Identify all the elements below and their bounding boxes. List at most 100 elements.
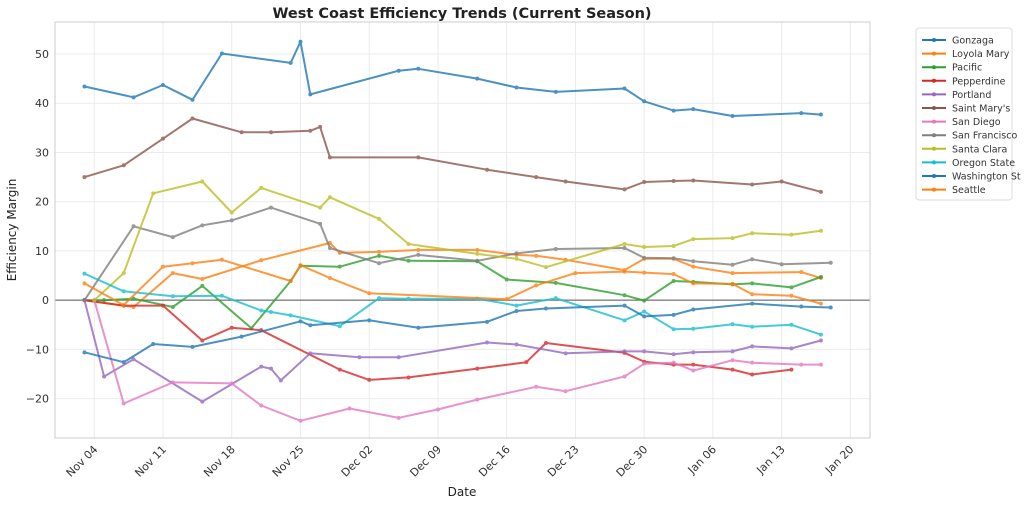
data-point-san-diego [818, 362, 823, 367]
data-point-san-diego [671, 360, 676, 365]
plot-area-frame [54, 21, 871, 439]
data-point-saint-mary-s [327, 155, 332, 160]
data-point-loyola-mary [730, 271, 735, 276]
series-line-washington-st [84, 302, 831, 364]
data-point-san-francisco [730, 262, 735, 267]
legend-marker-saint-mary-s [932, 106, 936, 110]
series-line-san-francisco [83, 206, 831, 301]
x-tick-label: Nov 11 [132, 443, 169, 480]
legend-marker-oregon-state [932, 160, 936, 165]
series-pacific [82, 253, 823, 331]
data-point-saint-mary-s [534, 175, 539, 180]
data-point-washington-st [691, 307, 696, 312]
data-point-san-diego [121, 401, 126, 406]
data-point-pacific [789, 285, 794, 290]
data-point-gonzaga [553, 89, 558, 94]
data-point-saint-mary-s [239, 130, 244, 135]
data-point-santa-clara [730, 236, 735, 241]
data-point-san-diego [730, 358, 735, 363]
x-axis-label: Date [448, 485, 477, 499]
data-point-seattle [219, 257, 224, 262]
data-point-oregon-state [269, 309, 274, 314]
data-point-saint-mary-s [622, 187, 627, 192]
data-point-san-diego [298, 418, 303, 423]
legend-marker-pacific [932, 65, 936, 70]
data-point-san-francisco [691, 259, 696, 264]
data-point-pepperdine [406, 375, 411, 380]
legend-label-washington-st: Washington St [952, 172, 1021, 183]
series-portland [82, 298, 823, 404]
data-point-portland [563, 351, 568, 356]
series-line-saint-mary-s [84, 117, 822, 193]
series-line-pacific [84, 254, 822, 330]
legend-label-san-diego: San Diego [952, 117, 1001, 128]
data-point-oregon-state [219, 293, 224, 298]
legend-label-portland: Portland [952, 90, 991, 101]
data-point-pacific [102, 298, 107, 303]
data-point-saint-mary-s [779, 179, 784, 184]
y-tick-label: 50 [35, 48, 49, 61]
data-point-santa-clara [691, 237, 696, 242]
data-point-santa-clara [671, 244, 676, 248]
data-point-oregon-state [377, 296, 382, 301]
data-point-seattle [121, 303, 126, 308]
data-point-gonzaga [416, 66, 421, 71]
data-point-seattle [691, 281, 696, 286]
grid [55, 22, 870, 438]
data-point-santa-clara [642, 244, 647, 249]
data-point-loyola-mary [259, 258, 264, 263]
data-point-oregon-state [750, 324, 755, 329]
data-point-portland [269, 366, 274, 371]
data-point-oregon-state [671, 327, 676, 332]
data-point-pacific [750, 281, 755, 286]
data-point-gonzaga [298, 39, 303, 44]
legend-marker-seattle [932, 187, 936, 192]
data-point-pacific [377, 253, 382, 258]
data-point-pepperdine [337, 367, 342, 372]
data-point-saint-mary-s [161, 136, 166, 141]
data-point-washington-st [799, 304, 804, 309]
data-point-pepperdine [229, 325, 234, 330]
data-point-portland [642, 349, 647, 354]
series-washington-st [82, 301, 833, 365]
data-point-pacific [671, 278, 676, 283]
data-point-washington-st [514, 308, 519, 313]
data-point-santa-clara [406, 242, 411, 247]
series-san-diego [92, 298, 823, 423]
data-point-seattle [288, 278, 293, 283]
data-point-seattle [367, 291, 372, 296]
x-tick-label: Nov 18 [201, 443, 238, 480]
data-point-santa-clara [92, 298, 97, 303]
data-point-oregon-state [514, 303, 519, 308]
legend-marker-santa-clara [932, 146, 936, 151]
legend-label-gonzaga: Gonzaga [952, 36, 994, 47]
data-point-pacific [642, 298, 647, 303]
data-point-santa-clara [750, 231, 755, 236]
data-point-santa-clara [377, 216, 382, 221]
data-point-santa-clara [475, 251, 480, 256]
data-point-saint-mary-s [563, 179, 568, 184]
series-line-gonzaga [84, 40, 821, 117]
data-point-pacific [553, 280, 558, 285]
x-tick-label: Nov 25 [270, 443, 307, 480]
data-point-santa-clara [229, 210, 234, 215]
data-point-san-francisco [416, 252, 421, 257]
data-point-oregon-state [691, 326, 696, 331]
data-point-gonzaga [799, 111, 804, 116]
data-point-san-francisco [622, 245, 627, 250]
data-point-portland [622, 349, 627, 354]
data-point-san-francisco [779, 262, 784, 267]
data-point-seattle [789, 293, 794, 298]
legend-label-saint-mary-s: Saint Mary's [952, 104, 1010, 115]
data-point-pacific [406, 258, 411, 263]
data-point-san-diego [259, 403, 264, 408]
legend-marker-washington-st [932, 174, 936, 178]
data-point-saint-mary-s [318, 124, 323, 129]
legend-label-loyola-mary: Loyola Mary [952, 49, 1010, 60]
data-point-portland [200, 399, 205, 404]
data-point-washington-st [367, 318, 372, 323]
data-point-gonzaga [642, 99, 647, 104]
data-point-san-francisco [828, 260, 833, 265]
legend-label-pepperdine: Pepperdine [952, 76, 1006, 87]
